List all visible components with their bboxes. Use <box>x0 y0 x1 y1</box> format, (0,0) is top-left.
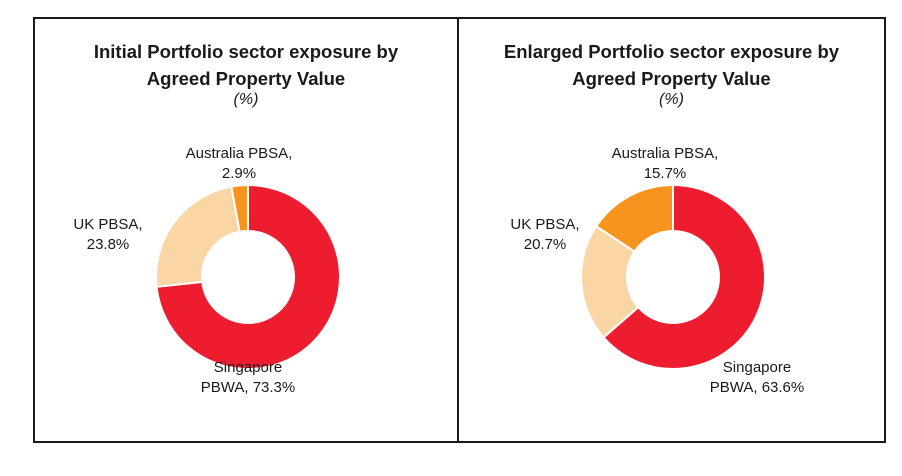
slice-label-line: UK PBSA, <box>510 216 580 233</box>
slice-label-singapore: Singapore PBWA, 73.3% <box>201 358 295 398</box>
slice-australia <box>594 183 674 254</box>
slice-label-line: PBWA, 63.6% <box>709 379 805 396</box>
slice-label-singapore: Singapore PBWA, 63.6% <box>710 358 804 398</box>
chart-title: Initial Portfolio sector exposure by Agr… <box>35 38 457 92</box>
slice-singapore <box>155 183 341 370</box>
slice-label-line: Singapore <box>722 359 792 376</box>
chart-title: Enlarged Portfolio sector exposure by Ag… <box>459 38 884 92</box>
slice-label-line: Australia PBSA, <box>185 145 293 162</box>
slice-label-uk: UK PBSA, 20.7% <box>510 215 579 255</box>
slice-label-uk: UK PBSA, 23.8% <box>73 215 142 255</box>
donut-chart-enlarged <box>580 183 766 370</box>
panel-divider <box>457 17 459 443</box>
slice-label-line: 2.9% <box>221 165 257 182</box>
slice-singapore <box>602 183 766 370</box>
slice-label-line: Singapore <box>213 359 283 376</box>
donut-chart-initial <box>155 183 341 370</box>
slice-label-australia: Australia PBSA, 15.7% <box>612 144 719 184</box>
chart-frame <box>33 17 886 443</box>
slice-label-line: PBWA, 73.3% <box>200 379 296 396</box>
initial-portfolio-panel: Initial Portfolio sector exposure by Agr… <box>35 19 457 441</box>
slice-label-australia: Australia PBSA, 2.9% <box>186 144 293 184</box>
chart-unit: (%) <box>233 91 259 108</box>
slice-label-line: Australia PBSA, <box>611 145 719 162</box>
slice-australia <box>230 183 249 233</box>
slice-label-line: 23.8% <box>86 236 130 253</box>
chart-title-line1: Initial Portfolio sector exposure by <box>93 41 399 62</box>
chart-unit: (%) <box>659 91 684 108</box>
chart-title-line1: Enlarged Portfolio sector exposure by <box>503 41 840 62</box>
slice-label-line: 15.7% <box>643 165 687 182</box>
chart-title-line2: Agreed Property Value <box>572 68 771 89</box>
slice-uk <box>155 185 241 288</box>
slice-label-line: 20.7% <box>523 236 567 253</box>
enlarged-portfolio-panel: Enlarged Portfolio sector exposure by Ag… <box>459 19 884 441</box>
chart-title-line2: Agreed Property Value <box>146 68 346 89</box>
slice-label-line: UK PBSA, <box>73 216 143 233</box>
